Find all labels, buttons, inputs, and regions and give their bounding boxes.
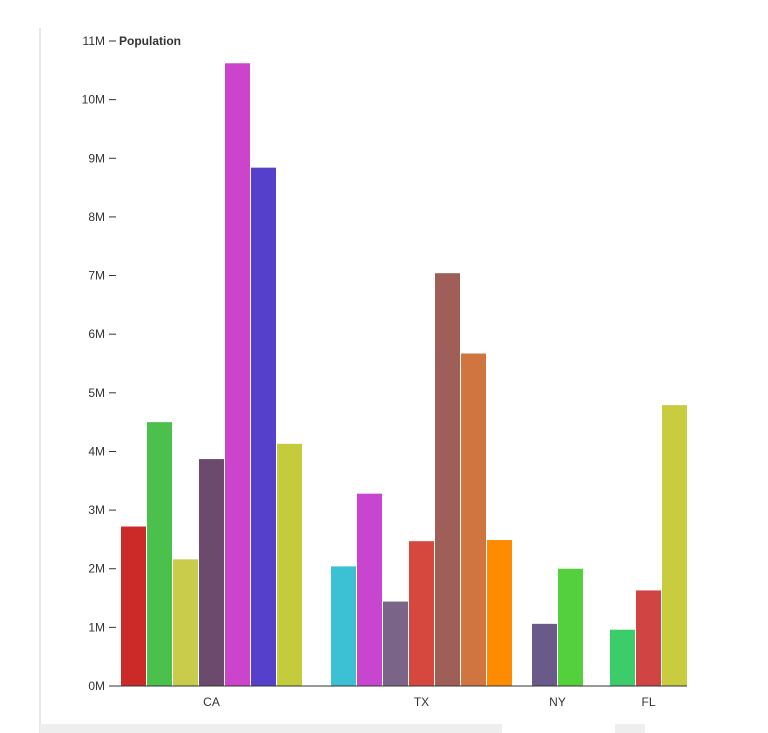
bar[interactable] xyxy=(199,459,224,686)
y-tick-label: 5M xyxy=(88,386,105,400)
y-axis-title: Population xyxy=(119,34,181,48)
bar[interactable] xyxy=(357,493,382,686)
bar[interactable] xyxy=(636,590,661,686)
horizontal-scrollbar-track[interactable] xyxy=(40,724,502,733)
y-tick-label: 7M xyxy=(88,269,105,283)
bar[interactable] xyxy=(662,405,687,686)
y-tick-label: 0M xyxy=(88,679,105,693)
y-tick-label: 10M xyxy=(82,93,105,107)
bar-group-ca xyxy=(121,63,302,687)
bars-layer xyxy=(121,63,687,687)
y-axis: 0M 1M 2M 3M 4M 5M 6M 7M 8M 9M 10M 11M xyxy=(82,34,116,693)
y-tick-label: 4M xyxy=(88,444,105,458)
bar-group-ny xyxy=(532,568,583,686)
bar[interactable] xyxy=(277,443,302,686)
y-tick-label: 11M xyxy=(83,34,105,48)
bar-group-tx xyxy=(331,273,512,686)
bar[interactable] xyxy=(610,629,635,686)
bar[interactable] xyxy=(121,526,146,686)
bar[interactable] xyxy=(147,422,172,686)
y-tick-label: 9M xyxy=(88,151,105,165)
bar[interactable] xyxy=(487,539,512,686)
y-tick-label: 1M xyxy=(88,620,105,634)
bar[interactable] xyxy=(409,541,434,686)
x-axis: CA TX NY FL xyxy=(116,685,687,709)
bar[interactable] xyxy=(331,566,356,686)
bar[interactable] xyxy=(435,273,460,686)
bar[interactable] xyxy=(225,63,250,687)
bar[interactable] xyxy=(173,559,198,686)
x-category-label: TX xyxy=(414,695,429,709)
horizontal-scrollbar-segment[interactable] xyxy=(615,724,645,733)
y-tick-label: 2M xyxy=(88,562,105,576)
bar[interactable] xyxy=(532,623,557,686)
bar-group-fl xyxy=(610,405,687,686)
x-category-label: NY xyxy=(549,695,566,709)
y-tick-label: 8M xyxy=(88,210,105,224)
bar[interactable] xyxy=(558,568,583,686)
y-tick-label: 6M xyxy=(88,327,105,341)
x-category-label: CA xyxy=(203,695,220,709)
bar[interactable] xyxy=(461,353,486,686)
y-tick-label: 3M xyxy=(88,503,105,517)
bar[interactable] xyxy=(251,167,276,686)
x-category-label: FL xyxy=(641,695,655,709)
bar[interactable] xyxy=(383,601,408,686)
